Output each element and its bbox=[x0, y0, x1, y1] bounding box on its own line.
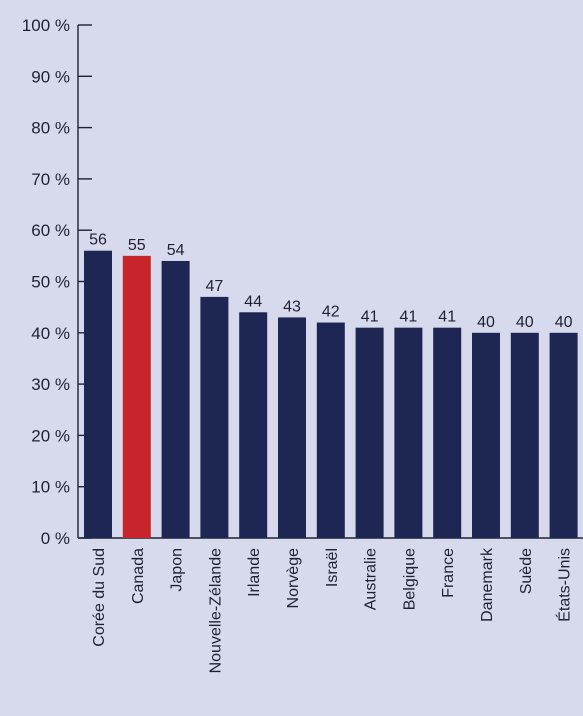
value-label: 54 bbox=[167, 242, 185, 259]
category-label: Suède bbox=[518, 548, 535, 594]
value-label: 47 bbox=[206, 278, 224, 295]
y-tick-label: 100 % bbox=[22, 16, 70, 35]
category-label: Irlande bbox=[246, 548, 263, 597]
y-tick-label: 90 % bbox=[31, 67, 70, 86]
category-label: Norvège bbox=[285, 548, 302, 609]
bar bbox=[510, 332, 539, 538]
bar bbox=[278, 317, 306, 538]
bars-group bbox=[84, 250, 578, 538]
bar bbox=[355, 327, 384, 538]
category-label: Nouvelle-Zélande bbox=[207, 548, 224, 674]
bar bbox=[472, 332, 500, 538]
y-tick-label: 50 % bbox=[31, 273, 70, 292]
value-label: 42 bbox=[322, 304, 340, 321]
category-label: États-Unis bbox=[555, 548, 574, 622]
category-labels-group: Corée du Sud Canada Japon Nouvelle-Zélande I… bbox=[91, 547, 574, 673]
y-tick-label: 30 % bbox=[31, 375, 70, 394]
bar bbox=[84, 250, 112, 538]
category-label: Australie bbox=[363, 548, 380, 610]
y-tick-label: 70 % bbox=[31, 170, 70, 189]
y-tick-label: 40 % bbox=[31, 324, 70, 343]
bar bbox=[239, 312, 268, 538]
value-labels-group: 56 55 54 47 44 43 42 41 41 41 40 40 40 bbox=[89, 232, 572, 331]
category-label: Canada bbox=[130, 548, 147, 604]
bar bbox=[122, 255, 151, 538]
y-tick-label: 10 % bbox=[31, 478, 70, 497]
value-label: 41 bbox=[400, 309, 418, 326]
bar bbox=[549, 332, 578, 538]
value-label: 40 bbox=[516, 314, 534, 331]
value-label: 40 bbox=[477, 314, 495, 331]
value-label: 44 bbox=[244, 293, 262, 310]
y-tick-label: 60 % bbox=[31, 221, 70, 240]
y-tick-label: 0 % bbox=[41, 529, 70, 548]
value-label: 40 bbox=[555, 314, 573, 331]
value-label: 55 bbox=[128, 237, 146, 254]
category-label: Belgique bbox=[401, 548, 418, 610]
value-label: 56 bbox=[89, 232, 107, 249]
y-tick-label: 20 % bbox=[31, 426, 70, 445]
bar bbox=[433, 327, 462, 538]
bar bbox=[200, 296, 229, 538]
value-label: 43 bbox=[283, 298, 301, 315]
value-label: 41 bbox=[361, 309, 379, 326]
y-tick-label: 80 % bbox=[31, 119, 70, 138]
y-axis: 0 % 10 % 20 % 30 % 40 % 50 % 60 % 70 % 80 % 90 % 1… bbox=[22, 16, 583, 548]
category-label: France bbox=[440, 548, 457, 598]
bar bbox=[394, 327, 423, 538]
bar bbox=[161, 260, 190, 538]
category-label: Israël bbox=[324, 548, 341, 587]
category-label: Corée du Sud bbox=[91, 548, 108, 647]
category-label: Danemark bbox=[479, 547, 496, 622]
value-label: 41 bbox=[438, 309, 456, 326]
category-label: Japon bbox=[169, 548, 186, 592]
bar bbox=[316, 322, 345, 538]
